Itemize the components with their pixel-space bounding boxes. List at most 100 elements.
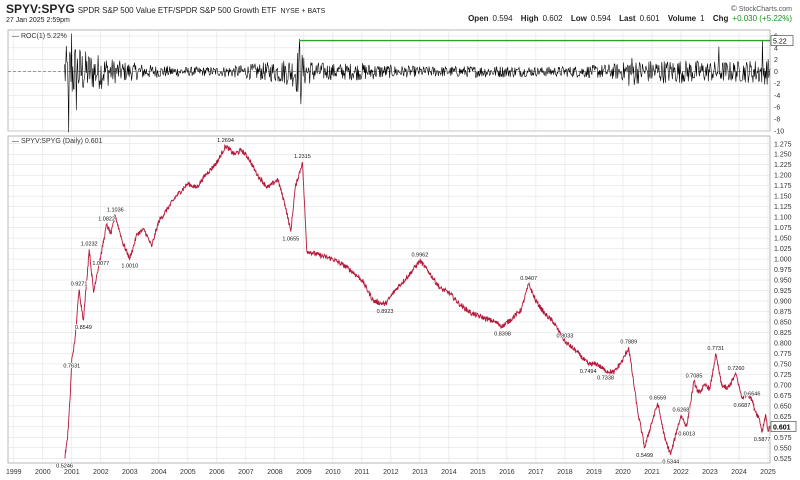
price-annotation: 0.6687 — [733, 403, 750, 409]
x-tick-label: 2014 — [441, 469, 457, 476]
price-annotation: 0.7494 — [580, 369, 597, 375]
roc-y-tick-label: -4 — [774, 93, 780, 100]
volume-value: 1 — [700, 14, 705, 23]
price-y-tick-label: 0.800 — [774, 340, 792, 347]
price-y-tick-label: 0.725 — [774, 372, 792, 379]
price-y-tick-label: 1.125 — [774, 204, 792, 211]
x-tick-label: 2021 — [644, 469, 660, 476]
price-legend: — SPYV:SPYG (Daily) 0.601 — [12, 138, 102, 145]
price-y-tick-label: 1.175 — [774, 183, 792, 190]
price-y-tick-label: 0.975 — [774, 267, 792, 274]
price-annotation: 0.9407 — [520, 276, 537, 282]
x-tick-label: 2005 — [180, 469, 196, 476]
volume-label: Volume — [667, 14, 697, 23]
x-tick-label: 2019 — [586, 469, 602, 476]
timestamp: 27 Jan 2025 2:59pm — [6, 17, 70, 24]
x-tick-label: 2000 — [35, 469, 51, 476]
x-tick-label: 2017 — [528, 469, 544, 476]
chg-value: +0.030 (+5.22%) — [732, 14, 792, 23]
price-annotation: 0.6013 — [678, 431, 695, 437]
price-y-tick-label: 1.200 — [774, 173, 792, 180]
price-y-tick-label: 1.275 — [774, 141, 792, 148]
price-y-tick-label: 1.075 — [774, 225, 792, 232]
roc-panel-frame — [7, 29, 771, 132]
x-tick-label: 2006 — [209, 469, 225, 476]
price-annotation: 1.1036 — [107, 208, 124, 214]
roc-legend: — ROC(1) 5.22% — [12, 33, 67, 40]
chg-label: Chg — [712, 14, 729, 23]
price-annotation: 1.0655 — [282, 237, 299, 243]
price-annotation: 0.8923 — [377, 309, 394, 315]
x-tick-label: 2020 — [615, 469, 631, 476]
price-y-tick-label: 1.050 — [774, 236, 792, 243]
open-label: Open — [468, 14, 489, 23]
symbol-description: SPDR S&P 500 Value ETF/SPDR S&P 500 Grow… — [77, 6, 277, 15]
last-value: 0.601 — [639, 14, 660, 23]
price-annotation: 0.6646 — [744, 392, 761, 398]
high-label: High — [520, 14, 539, 23]
price-y-tick-label: 0.750 — [774, 361, 792, 368]
price-last-value-box — [770, 421, 797, 432]
roc-y-tick-label: -8 — [774, 117, 780, 124]
price-annotation: 0.8549 — [75, 325, 92, 331]
price-annotation: 0.5246 — [56, 463, 73, 469]
price-y-tick-label: 0.925 — [774, 288, 792, 295]
x-tick-label: 2015 — [470, 469, 486, 476]
price-annotation: 0.6559 — [649, 395, 666, 401]
price-y-tick-label: 0.900 — [774, 299, 792, 306]
price-annotation: 0.7338 — [597, 376, 614, 382]
exchange: NYSE + BATS — [280, 8, 326, 15]
price-y-tick-label: 0.700 — [774, 382, 792, 389]
x-tick-label: 2002 — [93, 469, 109, 476]
price-annotation: 0.9962 — [411, 253, 428, 259]
price-y-tick-label: 1.100 — [774, 215, 792, 222]
x-tick-label: 2024 — [731, 469, 747, 476]
high-value: 0.602 — [542, 14, 563, 23]
price-y-tick-label: 0.950 — [774, 278, 792, 285]
price-annotation: 0.8398 — [494, 331, 511, 337]
open-value: 0.594 — [492, 14, 513, 23]
price-annotation: 1.0822 — [98, 217, 115, 223]
price-annotation: 0.6268 — [673, 408, 690, 414]
x-tick-label: 2001 — [64, 469, 80, 476]
price-y-tick-label: 0.625 — [774, 414, 792, 421]
x-tick-label: 2023 — [702, 469, 718, 476]
x-tick-label: 2003 — [122, 469, 138, 476]
price-annotation: 1.0010 — [121, 264, 138, 270]
last-label: Last — [619, 14, 636, 23]
roc-y-tick-label: -10 — [774, 129, 784, 136]
x-tick-label: 2011 — [354, 469, 369, 476]
credit-label: StockCharts.com — [738, 6, 792, 13]
price-annotation: 0.7260 — [728, 366, 745, 372]
price-annotation: 0.5877 — [754, 437, 771, 443]
price-y-tick-label: 0.675 — [774, 393, 792, 400]
roc-y-tick-label: 2 — [774, 57, 778, 64]
price-line — [64, 143, 771, 459]
roc-last-value-box — [770, 35, 794, 46]
price-panel-frame — [7, 135, 771, 464]
x-tick-label: 2010 — [325, 469, 341, 476]
x-tick-label: 2025 — [760, 469, 776, 476]
x-tick-label: 2004 — [151, 469, 167, 476]
price-y-tick-label: 0.775 — [774, 351, 792, 358]
price-annotation: 0.5344 — [662, 459, 679, 465]
x-tick-label: 2007 — [238, 469, 254, 476]
roc-line — [64, 33, 771, 133]
price-y-tick-label: 0.575 — [774, 435, 792, 442]
credit: © StockCharts.com — [731, 4, 792, 13]
price-annotation: 0.7731 — [707, 346, 724, 352]
symbol: SPYV:SPYG — [6, 2, 75, 16]
price-y-tick-label: 0.650 — [774, 403, 792, 410]
price-last-value: 0.601 — [773, 424, 791, 431]
price-y-tick-label: 1.225 — [774, 162, 792, 169]
price-y-tick-label: 0.875 — [774, 309, 792, 316]
roc-y-tick-label: 4 — [774, 45, 778, 52]
price-y-tick-label: 0.550 — [774, 445, 792, 452]
price-annotation: 0.9271 — [71, 282, 88, 288]
price-annotation: 0.7085 — [686, 373, 703, 379]
x-tick-label: 2022 — [673, 469, 689, 476]
price-annotation: 1.0232 — [81, 241, 98, 247]
chart-header: SPYV:SPYG SPDR S&P 500 Value ETF/SPDR S&P… — [6, 2, 325, 16]
x-tick-label: 2018 — [557, 469, 573, 476]
